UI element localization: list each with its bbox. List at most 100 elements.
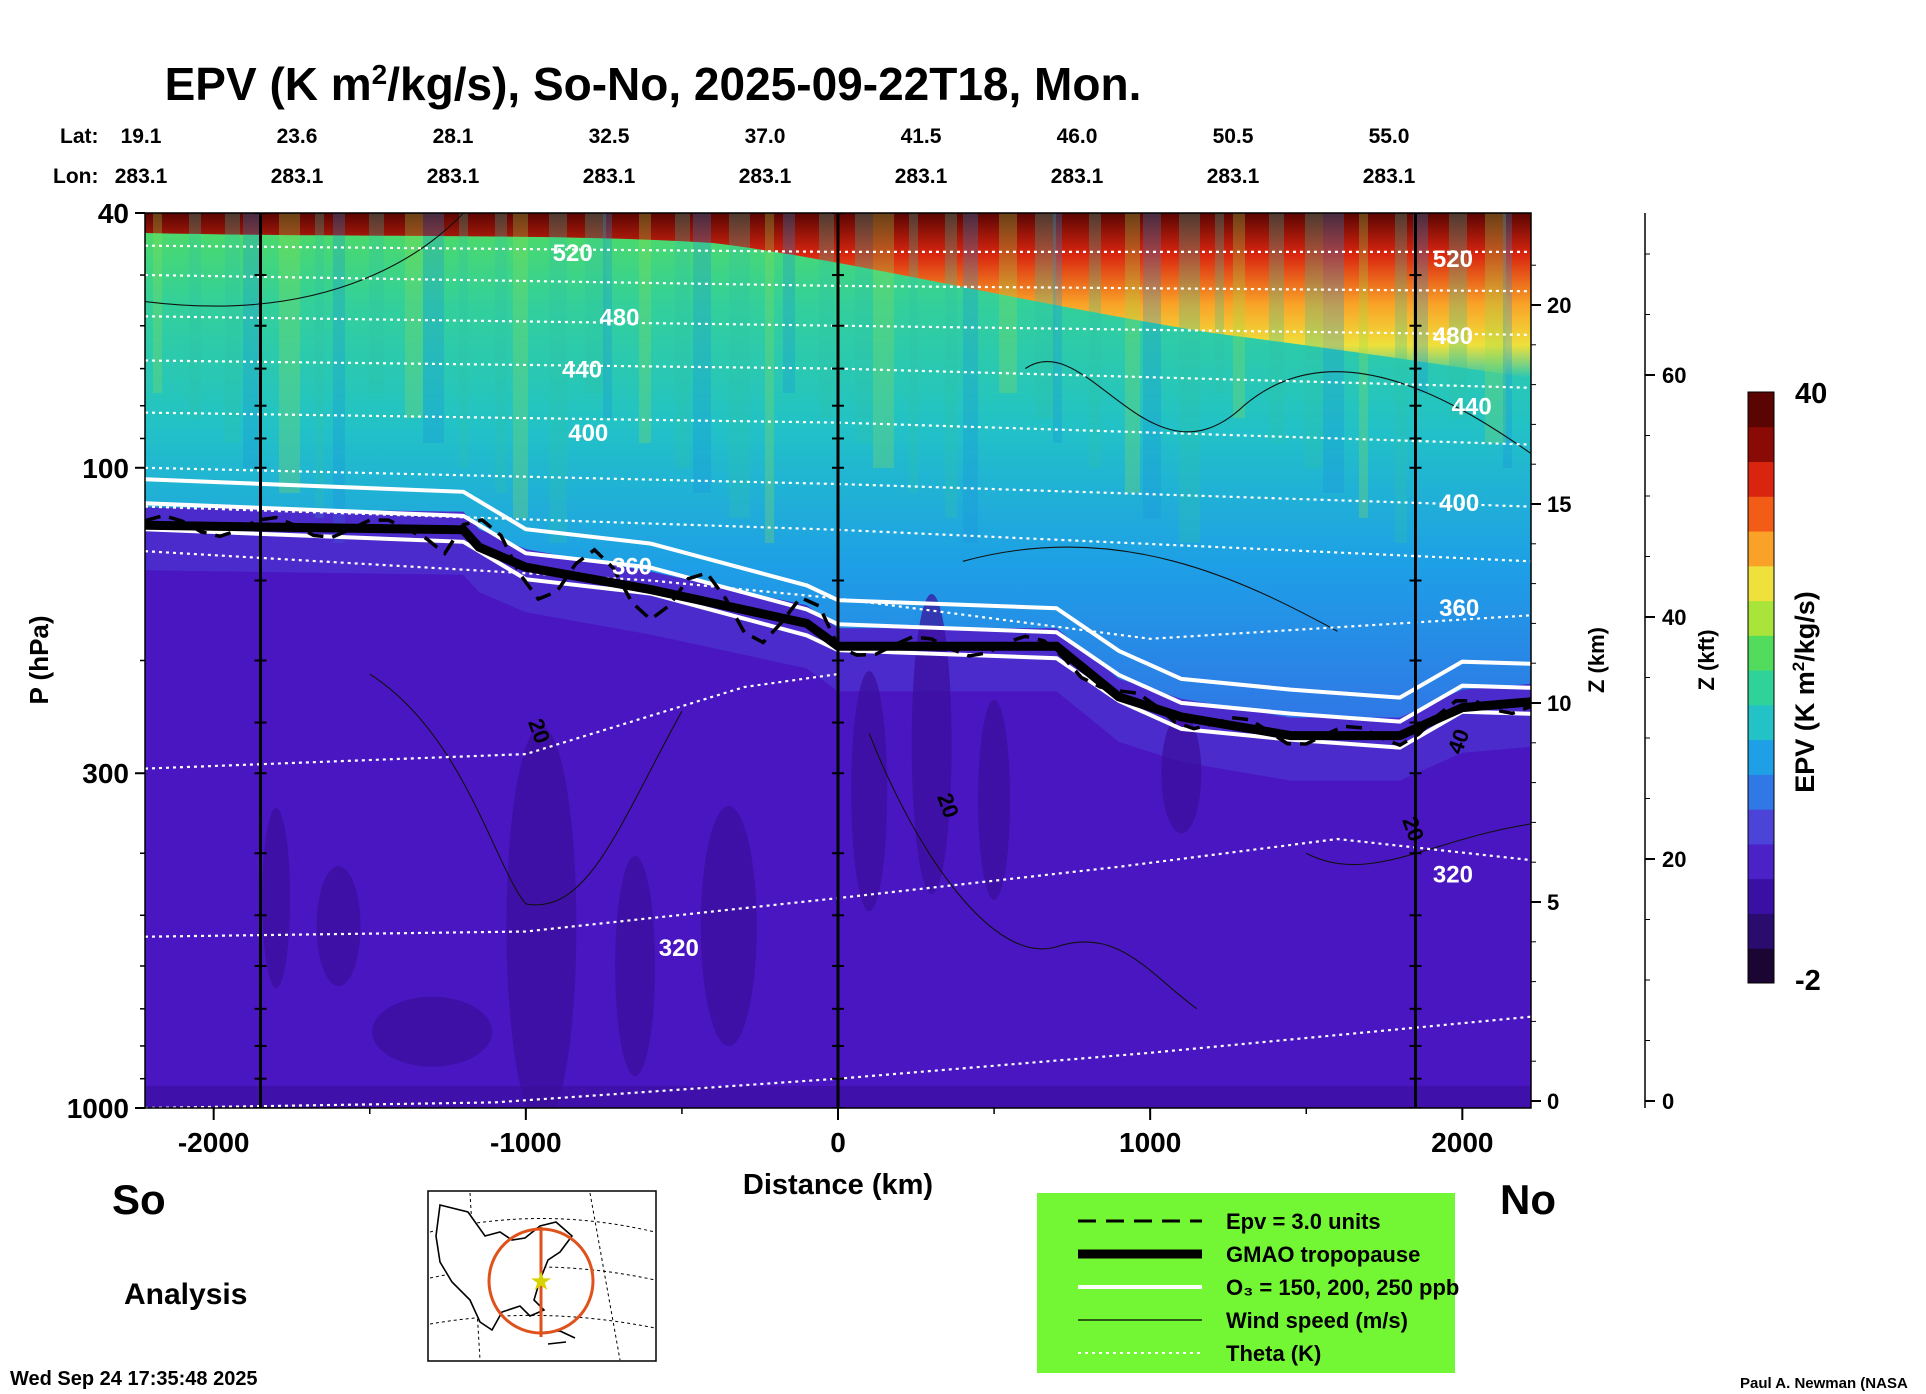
colorbar-swatch	[1748, 531, 1774, 567]
z-km-axis-ticks: 0 5 10 15 20	[1531, 264, 1571, 1114]
lat-value: 37.0	[745, 125, 786, 148]
colorbar-swatch	[1748, 496, 1774, 532]
theta-labels: 520 480 440 400 360 320 520 480 440 400 360 320	[553, 240, 1492, 962]
colorbar-swatch	[1748, 948, 1774, 984]
vertical-marker-lines	[254, 213, 1422, 1108]
lat-lon-header: 19.1 23.6 28.1 32.5 37.0 41.5 46.0 50.5 55.0 283.…	[115, 125, 1416, 188]
x-axis-label: Distance (km)	[743, 1169, 933, 1201]
lon-value: 283.1	[115, 165, 168, 188]
epv-streak	[333, 213, 345, 543]
wind-contour	[962, 546, 1338, 632]
theta-label: 320	[659, 935, 699, 962]
epv-streak	[459, 213, 468, 468]
legend-background	[1037, 1193, 1455, 1373]
legend-label: O₃ = 150, 200, 250 ppb	[1226, 1275, 1459, 1300]
epv-streak	[585, 213, 606, 393]
lon-value: 283.1	[895, 165, 948, 188]
epv-streak	[693, 213, 711, 493]
epv-streak	[675, 213, 690, 468]
inset-center-star: ★	[529, 1267, 552, 1297]
epv-streak	[243, 213, 261, 468]
z-kft-tick-label: 40	[1662, 605, 1686, 630]
location-inset-map: ★	[427, 1190, 657, 1362]
epv-streak	[495, 213, 507, 493]
legend-label: Epv = 3.0 units	[1226, 1209, 1381, 1234]
colorbar-swatch	[1748, 392, 1774, 428]
epv-streak	[189, 213, 201, 418]
legend-label: GMAO tropopause	[1226, 1242, 1420, 1267]
epv-streak	[729, 213, 750, 518]
x-axis-ticks: -2000 -1000 0 1000 2000	[178, 1108, 1493, 1158]
theta-label: 400	[1439, 490, 1479, 517]
colorbar-swatch	[1748, 461, 1774, 497]
z-km-tick-label: 5	[1547, 890, 1559, 915]
epv-streak	[1503, 213, 1512, 468]
z-km-tick-label: 10	[1547, 691, 1571, 716]
epv-streak	[855, 213, 873, 443]
epv-streak	[1143, 213, 1161, 518]
epv-streak	[405, 213, 423, 418]
theta-label: 360	[1439, 595, 1479, 622]
lat-value: 23.6	[277, 125, 318, 148]
epv-streak	[1125, 213, 1140, 493]
y-tick-label: 100	[82, 453, 129, 484]
theta-label: 400	[568, 420, 608, 447]
lat-header-label: Lat:	[60, 125, 99, 148]
lon-value: 283.1	[1363, 165, 1416, 188]
z-kft-axis-ticks: 0 20 40 60	[1644, 213, 1686, 1114]
theta-label: 440	[1452, 394, 1492, 421]
low-epv-patch	[700, 806, 757, 1047]
legend-label: Theta (K)	[1226, 1341, 1321, 1366]
wind-contour	[369, 673, 683, 906]
lon-value: 283.1	[739, 165, 792, 188]
x-tick-label: -1000	[490, 1127, 562, 1158]
wind-contour	[868, 733, 1198, 1010]
epv-streak	[1395, 213, 1407, 543]
ozone-contour	[145, 527, 1531, 750]
north-end-label: No	[1500, 1176, 1556, 1223]
z-km-axis-label: Z (km)	[1584, 627, 1609, 693]
epv-streak	[1233, 213, 1245, 418]
credit-label: Paul A. Newman (NASA	[1740, 1375, 1908, 1392]
low-epv-patch	[615, 855, 656, 1076]
colorbar-swatch	[1748, 635, 1774, 671]
low-epv-patch	[372, 996, 493, 1067]
epv-streak	[1035, 213, 1056, 418]
wind-contour	[1305, 823, 1531, 866]
z-km-tick-label: 0	[1547, 1089, 1559, 1114]
y-tick-label: 1000	[67, 1093, 129, 1124]
chart-title: EPV (K m2/kg/s), So-No, 2025-09-22T18, M…	[165, 58, 1142, 110]
colorbar-frame	[1747, 391, 1775, 984]
theta-label: 480	[1433, 323, 1473, 350]
z-kft-tick-label: 20	[1662, 847, 1686, 872]
colorbar-swatch	[1748, 843, 1774, 880]
gmao-tropopause-line	[145, 520, 1531, 741]
ozone-contour	[145, 501, 1531, 724]
colorbar-min-label: -2	[1795, 965, 1821, 997]
epv-streak	[225, 213, 240, 443]
theta-label: 360	[612, 553, 652, 580]
epv-streak	[639, 213, 651, 443]
epv-streak	[369, 213, 384, 393]
colorbar-swatch	[1748, 426, 1774, 463]
colorbar-swatch	[1748, 809, 1774, 845]
z-kft-tick-label: 0	[1662, 1089, 1674, 1114]
colorbar-swatch	[1748, 565, 1774, 602]
epv-streak	[423, 213, 444, 443]
low-epv-patch	[506, 726, 577, 1108]
colorbar-swatch	[1748, 774, 1774, 810]
x-tick-label: -2000	[178, 1127, 250, 1158]
theta-contour	[145, 837, 1531, 938]
y-axis-label: P (hPa)	[24, 615, 54, 704]
epv-streak	[1359, 213, 1368, 518]
epv-streak	[549, 213, 567, 543]
low-epv-patch	[851, 671, 888, 912]
lon-value: 283.1	[583, 165, 636, 188]
theta-label: 480	[599, 304, 639, 331]
z-kft-axis-label: Z (kft)	[1694, 629, 1719, 690]
low-epv-patch	[978, 699, 1011, 900]
epv-streak	[1305, 213, 1323, 468]
epv-streak	[1485, 213, 1506, 443]
